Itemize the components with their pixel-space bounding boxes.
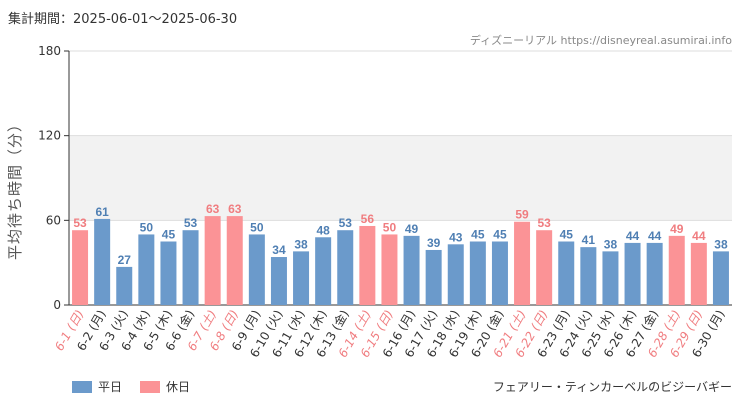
legend-label-weekday: 平日	[98, 380, 123, 394]
bar-value-label: 49	[670, 222, 684, 236]
bar-value-label: 63	[206, 202, 220, 216]
bar	[293, 251, 310, 305]
bar-value-label: 59	[515, 208, 529, 222]
bar-value-label: 45	[560, 228, 574, 242]
bar	[359, 225, 376, 305]
bar	[72, 230, 89, 305]
bar	[160, 241, 177, 305]
bar	[138, 234, 155, 305]
bar	[337, 230, 354, 305]
bar	[558, 241, 575, 305]
y-tick-label: 120	[38, 129, 61, 143]
legend-label-holiday: 休日	[166, 380, 191, 394]
bar-value-label: 38	[294, 237, 308, 251]
y-tick-label: 60	[46, 213, 61, 227]
bar-value-label: 53	[73, 216, 87, 230]
source-label: ディズニーリアル https://disneyreal.asumirai.inf…	[469, 34, 732, 47]
bar	[712, 251, 729, 305]
bar-value-label: 50	[250, 220, 264, 234]
bar	[602, 251, 619, 305]
bar-value-label: 53	[339, 216, 353, 230]
y-tick-label: 0	[53, 298, 61, 312]
bar	[514, 221, 531, 305]
bar-value-label: 45	[162, 228, 176, 242]
bar	[491, 241, 508, 305]
bar	[182, 230, 199, 305]
attraction-name: フェアリー・ティンカーベルのビジーバギー	[492, 380, 732, 394]
legend-item-weekday: 平日	[72, 378, 122, 395]
legend: 平日 休日	[72, 378, 190, 395]
bar-value-label: 45	[471, 228, 485, 242]
bar-value-label: 53	[537, 216, 551, 230]
bar-value-label: 43	[449, 230, 463, 244]
bar-value-label: 45	[493, 228, 507, 242]
bar	[580, 247, 597, 305]
bar	[403, 235, 420, 305]
bar-value-label: 56	[361, 212, 375, 226]
bar	[447, 244, 464, 305]
legend-swatch-holiday	[140, 380, 161, 393]
bar	[646, 242, 663, 305]
bar	[315, 237, 332, 305]
highlight-band	[69, 135, 732, 221]
y-tick-label: 180	[38, 44, 61, 58]
bar-value-label: 41	[582, 233, 596, 247]
bar	[94, 218, 111, 305]
period-label: 集計期間：2025-06-01〜2025-06-30	[8, 12, 238, 27]
bar-value-label: 50	[383, 220, 397, 234]
bar	[270, 257, 287, 305]
bar-value-label: 44	[648, 229, 662, 243]
bar-value-label: 53	[184, 216, 198, 230]
bar-value-label: 49	[405, 222, 419, 236]
bar-value-label: 27	[118, 253, 132, 267]
bar	[668, 235, 685, 305]
bar-value-label: 50	[140, 220, 154, 234]
bar-value-label: 44	[692, 229, 706, 243]
bar	[425, 249, 442, 305]
bar	[226, 216, 243, 305]
bar-value-label: 38	[604, 237, 618, 251]
bar	[381, 234, 398, 305]
legend-item-holiday: 休日	[140, 378, 190, 395]
bar	[469, 241, 486, 305]
bar	[690, 242, 707, 305]
bar	[204, 216, 221, 305]
bar-value-label: 44	[626, 229, 640, 243]
bar	[536, 230, 553, 305]
bar-value-label: 61	[95, 205, 109, 219]
legend-swatch-weekday	[72, 380, 92, 393]
bar-value-label: 39	[427, 236, 441, 250]
bar	[248, 234, 265, 305]
bar-value-label: 34	[272, 243, 286, 257]
bar	[116, 266, 133, 305]
bar-value-label: 48	[316, 223, 330, 237]
bar	[624, 242, 641, 305]
bar-value-label: 63	[228, 202, 242, 216]
bar-value-label: 38	[714, 237, 728, 251]
